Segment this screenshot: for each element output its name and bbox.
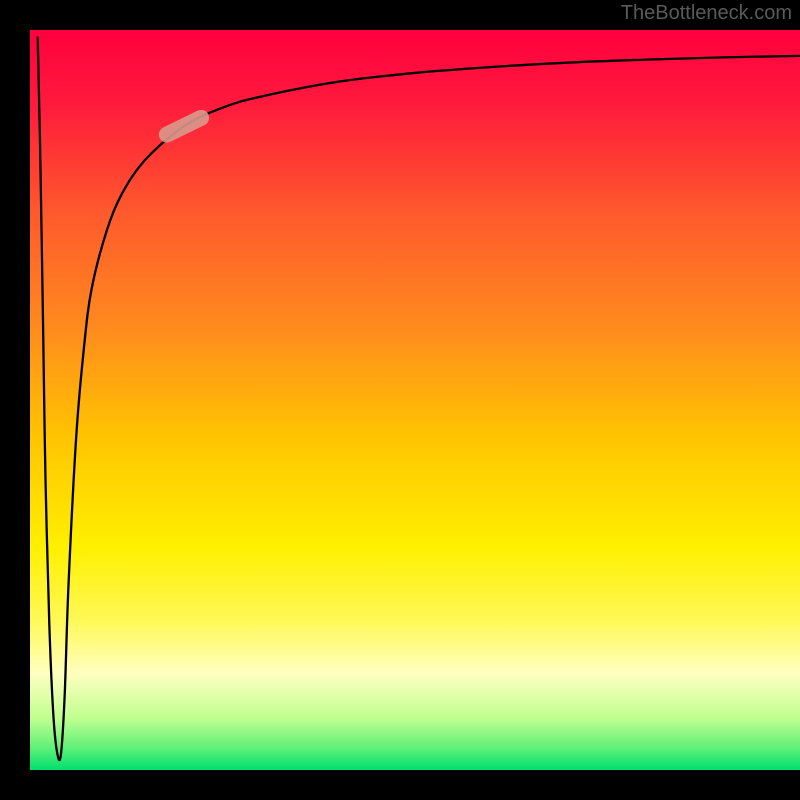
attribution-text: TheBottleneck.com xyxy=(621,2,792,25)
plot-background xyxy=(30,30,800,770)
chart-container: TheBottleneck.com xyxy=(0,0,800,800)
bottleneck-chart xyxy=(0,0,800,800)
